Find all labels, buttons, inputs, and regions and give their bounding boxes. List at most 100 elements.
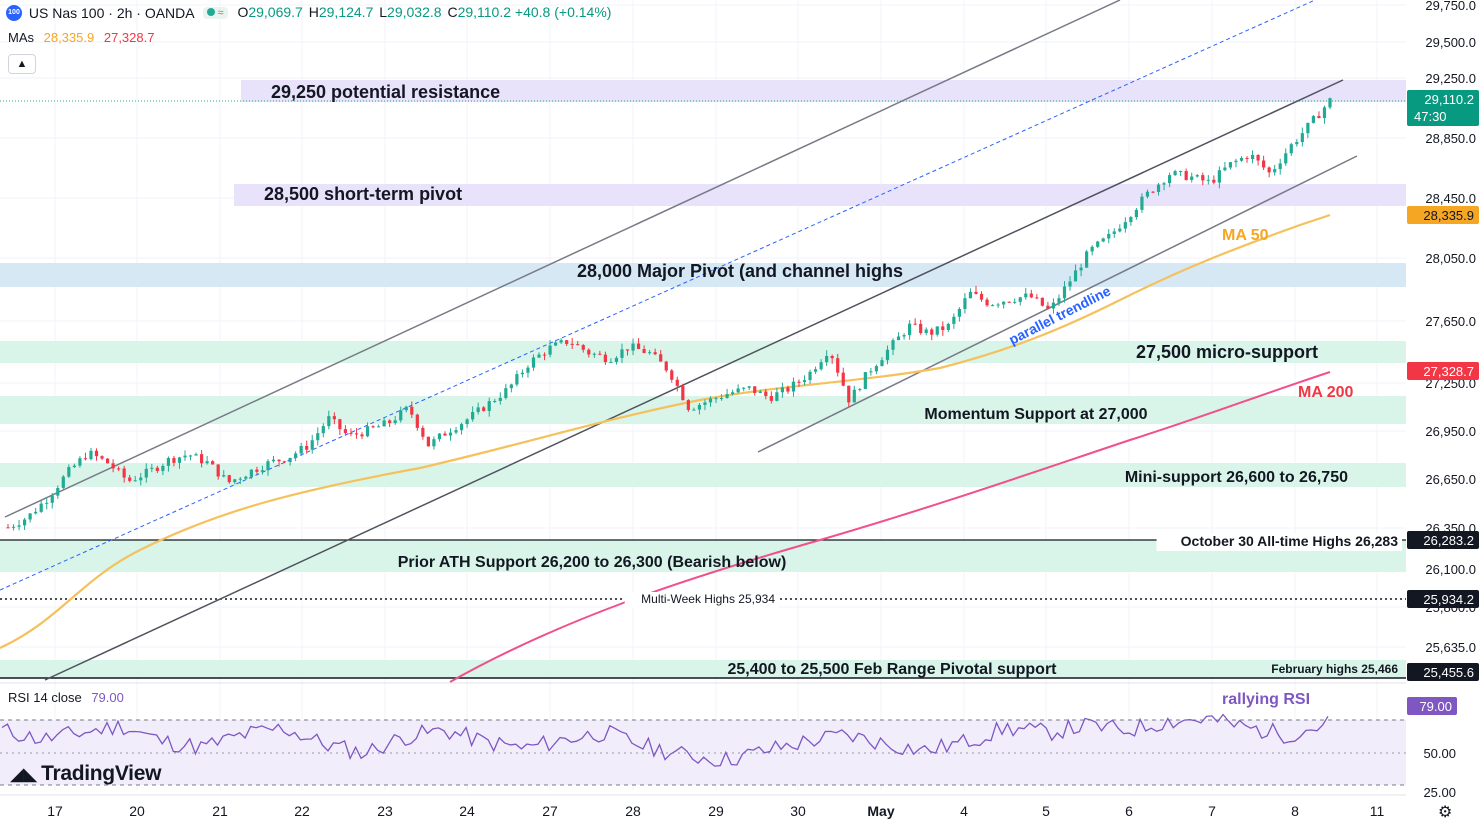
candle-body-44 [249, 469, 253, 477]
zone-label-2: 28,000 Major Pivot (and channel highs [577, 261, 903, 281]
candle-body-107 [598, 353, 602, 355]
x-tick-label-10: May [867, 803, 894, 819]
candle-body-72 [404, 406, 408, 411]
zone-label-1: 28,500 short-term pivot [264, 184, 462, 204]
market-open-dot-icon [206, 8, 215, 17]
symbol-title[interactable]: US Nas 100 · 2h · OANDA [28, 5, 195, 22]
candle-body-62 [349, 433, 353, 435]
candle-body-125 [697, 404, 702, 410]
zone-label-0: 29,250 potential resistance [271, 82, 500, 102]
candle-body-149 [830, 355, 834, 359]
y-tick-label-6: 27,650.0 [1425, 314, 1476, 329]
candle-body-63 [354, 433, 359, 435]
candle-body-120 [670, 370, 674, 380]
candle-body-152 [847, 385, 851, 403]
candle-body-121 [675, 379, 679, 386]
time-axis[interactable]: 17 20 21 22 23 24 27 28 29 30 May 4 5 6 7 8 11 [47, 803, 1384, 819]
candle-body-53 [299, 445, 303, 454]
mas-legend[interactable]: MAs 28,335.9 27,328.7 [8, 30, 154, 45]
candle-body-79 [443, 433, 447, 436]
zone-label-4: Momentum Support at 27,000 [924, 406, 1147, 423]
candle-body-92 [515, 374, 519, 385]
level-label-bg-0 [1156, 533, 1402, 551]
candle-body-126 [703, 402, 707, 405]
price-badge-2 [1407, 362, 1479, 380]
annotation-0: MA 50 [1222, 227, 1269, 244]
rsi-label: RSI 14 close [8, 690, 82, 705]
candle-body-192 [1068, 281, 1072, 287]
rsi-line [1, 713, 1329, 767]
zone-label-7: 25,400 to 25,500 Feb Range Pivotal suppo… [728, 661, 1058, 678]
candle-body-32 [183, 455, 187, 458]
candle-body-102 [570, 343, 574, 345]
tradingview-logo[interactable]: ◢◣ TradingView [10, 762, 161, 786]
candle-body-28 [161, 465, 165, 471]
candle-body-88 [493, 400, 497, 402]
candle-body-133 [742, 387, 746, 389]
x-tick-label-0: 17 [47, 803, 63, 819]
y-tick-label-5: 28,050.0 [1425, 251, 1476, 266]
candle-body-84 [471, 412, 475, 420]
chart-settings-gear-icon[interactable]: ⚙ [1438, 804, 1453, 821]
candle-body-73 [410, 406, 414, 415]
candle-body-218 [1212, 179, 1216, 183]
open-label: O [237, 4, 249, 20]
candle-body-160 [891, 340, 895, 350]
market-status-pill[interactable]: ≈ [202, 7, 228, 20]
x-tick-label-8: 29 [708, 803, 724, 819]
candle-body-31 [177, 457, 182, 463]
y-tick-label-11: 26,100.0 [1425, 562, 1476, 577]
x-tick-label-5: 24 [459, 803, 475, 819]
rsi-legend[interactable]: RSI 14 close 79.00 [8, 690, 124, 705]
candle-body-122 [681, 385, 685, 401]
candle-body-153 [852, 389, 856, 403]
candle-body-135 [753, 386, 757, 394]
candle-body-61 [343, 429, 348, 434]
candle-body-64 [360, 434, 364, 437]
candle-body-185 [1029, 293, 1033, 298]
candle-body-100 [559, 340, 563, 343]
rsi-pane [0, 682, 1483, 796]
price-badge-text-1: 28,335.9 [1423, 208, 1474, 223]
candle-body-233 [1295, 142, 1299, 145]
candle-body-189 [1051, 302, 1056, 309]
price-badge-1 [1407, 206, 1479, 224]
y-tick-label-2: 29,250.0 [1425, 71, 1476, 86]
level-label-2: February highs 25,466 [1271, 662, 1398, 676]
price-badge-text-5: 25,455.6 [1423, 665, 1474, 680]
candle-body-56 [316, 433, 320, 441]
candle-body-129 [719, 398, 724, 400]
candle-body-173 [963, 298, 967, 309]
candle-body-1 [11, 526, 16, 528]
candle-body-21 [122, 468, 126, 478]
candle-body-83 [465, 419, 469, 425]
candle-body-198 [1101, 238, 1105, 242]
candle-body-134 [747, 386, 751, 388]
candle-body-145 [808, 371, 812, 381]
candle-body-179 [996, 304, 1000, 306]
candle-body-70 [393, 420, 397, 424]
x-tick-label-4: 23 [377, 803, 393, 819]
chevron-up-icon: ▲ [16, 58, 28, 70]
candle-body-199 [1107, 233, 1111, 239]
candle-body-184 [1024, 293, 1028, 298]
candle-body-136 [758, 391, 762, 394]
candle-body-188 [1046, 305, 1050, 309]
candle-body-217 [1206, 179, 1210, 181]
collapse-legend-button[interactable]: ▲ [8, 54, 36, 74]
candle-body-17 [100, 456, 104, 459]
candle-body-26 [150, 467, 154, 469]
candle-body-172 [957, 308, 961, 317]
candle-body-68 [382, 420, 386, 427]
x-tick-label-6: 27 [542, 803, 558, 819]
candle-body-175 [974, 291, 978, 294]
zone-labels: 29,250 potential resistance 28,500 short-… [264, 82, 1402, 678]
y-tick-label-0: 29,750.0 [1425, 0, 1476, 13]
candle-body-40 [227, 475, 231, 483]
ma50-value: 28,335.9 [43, 30, 95, 45]
candle-body-137 [764, 391, 768, 397]
candle-body-10 [61, 476, 65, 488]
candle-body-71 [399, 410, 403, 421]
candle-body-58 [327, 416, 331, 427]
